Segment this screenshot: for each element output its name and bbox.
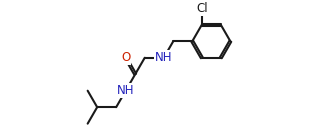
Text: NH: NH: [155, 51, 172, 64]
Text: O: O: [121, 51, 130, 64]
Text: Cl: Cl: [196, 2, 208, 15]
Text: NH: NH: [117, 84, 135, 97]
